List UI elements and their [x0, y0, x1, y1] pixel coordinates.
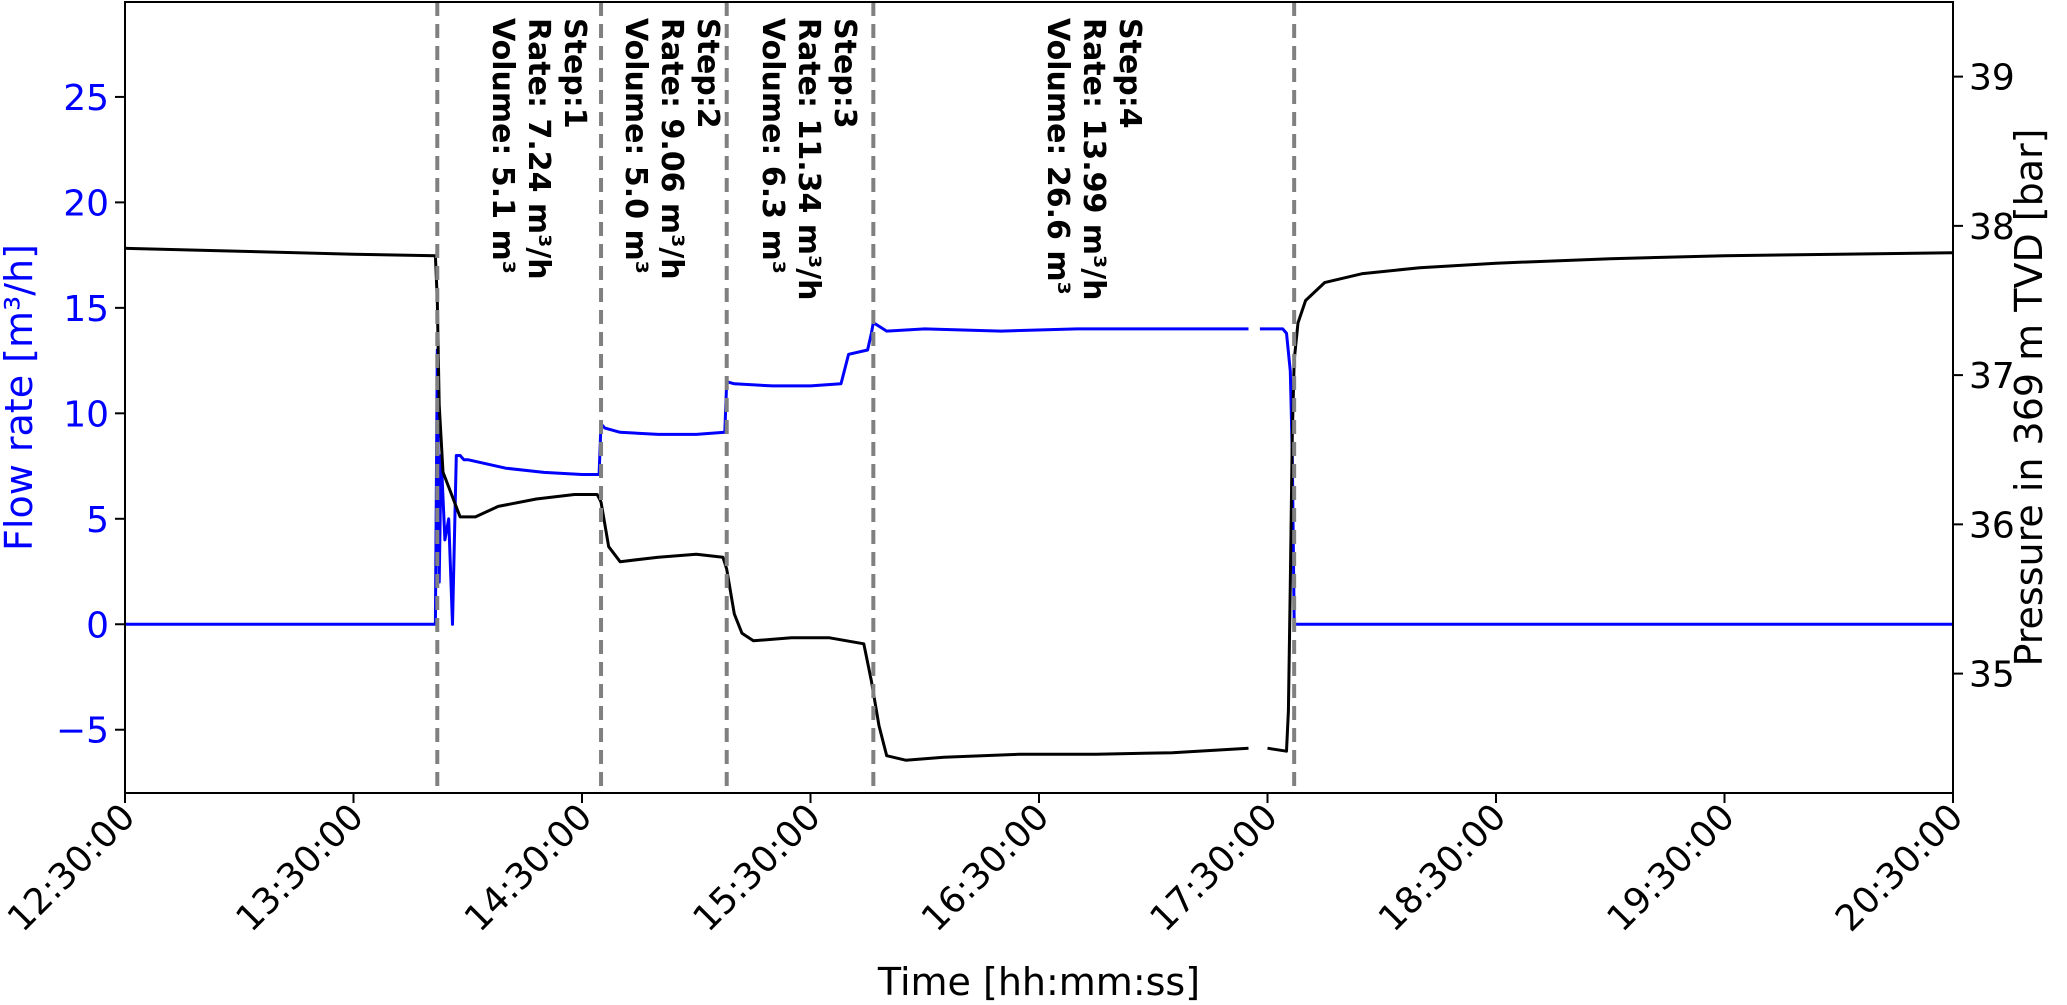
y-right-tick-label-1: 36 — [1969, 505, 2015, 546]
step-annotation-3-line-0: Step:3 — [827, 18, 862, 129]
step-annotation-4-line-0: Step:4 — [1112, 18, 1147, 129]
step-annotation-1-line-1: Rate: 7.24 m³/h — [521, 18, 556, 280]
step-annotation-2-line-1: Rate: 9.06 m³/h — [654, 18, 689, 280]
x-tick-label-2: 14:30:00 — [457, 796, 600, 939]
y-left-tick-label-5: 20 — [63, 183, 109, 224]
y-axis-left-title: Flow rate [m³/h] — [0, 244, 41, 551]
y-right-tick-label-4: 39 — [1969, 58, 2015, 99]
pressure-line-2 — [124, 246, 1249, 762]
series-layer — [124, 246, 1954, 762]
y-left-tick-label-6: 25 — [63, 78, 109, 119]
x-tick-label-6: 18:30:00 — [1371, 796, 1514, 939]
y-left-tick-label-1: 0 — [86, 605, 109, 646]
y-right-tick-label-3: 38 — [1969, 207, 2015, 248]
x-tick-label-4: 16:30:00 — [914, 796, 1057, 939]
y-left-tick-label-0: −5 — [56, 711, 109, 752]
step-annotation-2-line-0: Step:2 — [690, 18, 725, 129]
step-annotation-1-line-2: Volume: 5.1 m³ — [485, 18, 520, 274]
plot-frame — [124, 1, 1954, 794]
step-annotation-3-line-1: Rate: 11.34 m³/h — [791, 18, 826, 301]
x-tick-label-0: 12:30:00 — [0, 796, 143, 939]
x-tick-label-7: 19:30:00 — [1600, 796, 1743, 939]
step-annotation-3-line-2: Volume: 6.3 m³ — [755, 18, 790, 274]
x-tick-label-1: 13:30:00 — [229, 796, 372, 939]
ticks-layer: −5 0 5 10 15 20 25 35 36 37 38 39 12:30:00 13:30:00 14… — [0, 58, 2015, 940]
x-tick-label-5: 17:30:00 — [1143, 796, 1286, 939]
flow-rate-line-0 — [125, 321, 1249, 626]
y-right-tick-label-0: 35 — [1969, 655, 2015, 696]
y-left-tick-label-2: 5 — [86, 500, 109, 541]
pressure-line-3 — [1267, 251, 1954, 753]
y-left-tick-label-3: 10 — [63, 394, 109, 435]
step-annotation-2-line-2: Volume: 5.0 m³ — [618, 18, 653, 274]
x-axis-title: Time [hh:mm:ss] — [877, 960, 1200, 1004]
x-tick-label-3: 15:30:00 — [686, 796, 829, 939]
step-annotation-4-line-2: Volume: 26.6 m³ — [1040, 18, 1075, 295]
flow-rate-line-1 — [1259, 327, 1953, 626]
x-tick-label-8: 20:30:00 — [1828, 796, 1971, 939]
step-annotation-1-line-0: Step:1 — [557, 18, 592, 129]
y-axis-right-title: Pressure in 369 m TVD [bar] — [2007, 129, 2051, 667]
y-left-tick-label-4: 15 — [63, 289, 109, 330]
y-right-tick-label-2: 37 — [1969, 356, 2015, 397]
step-annotation-4-line-1: Rate: 13.99 m³/h — [1076, 18, 1111, 301]
